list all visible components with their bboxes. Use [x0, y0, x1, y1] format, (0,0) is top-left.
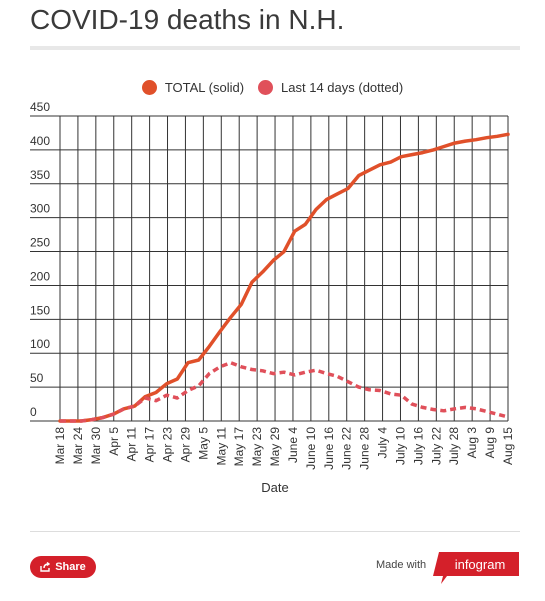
x-tick-label: June 16 — [322, 427, 336, 470]
x-tick-label: July 28 — [447, 427, 461, 465]
x-tick-label: May 5 — [196, 427, 210, 460]
x-tick-label: Aug 9 — [483, 427, 497, 459]
y-tick-label: 200 — [30, 269, 50, 283]
x-tick-label: June 22 — [340, 427, 354, 470]
x-tick-label: May 11 — [214, 427, 228, 466]
x-tick-label: July 4 — [376, 427, 390, 459]
legend-item-recent[interactable]: Last 14 days (dotted) — [258, 80, 403, 95]
y-tick-label: 450 — [30, 100, 50, 114]
x-tick-label: Mar 24 — [71, 427, 85, 465]
made-with-text: Made with — [376, 559, 427, 571]
y-tick-label: 0 — [30, 405, 37, 419]
x-tick-label: June 10 — [304, 427, 318, 470]
x-tick-label: June 4 — [286, 427, 300, 463]
x-tick-label: Mar 30 — [89, 427, 103, 465]
footer-divider — [30, 531, 520, 532]
y-tick-label: 100 — [30, 337, 50, 351]
x-tick-label: Mar 18 — [53, 427, 67, 465]
x-tick-label: Aug 15 — [501, 427, 515, 465]
share-label: Share — [55, 561, 86, 573]
title-divider — [30, 46, 520, 50]
y-tick-label: 300 — [30, 202, 50, 216]
x-axis-ticks: Mar 18 Mar 24 Mar 30 Apr 5 Apr 11 Apr 17 Apr 2… — [53, 427, 515, 470]
y-tick-label: 250 — [30, 236, 50, 250]
y-tick-label: 400 — [30, 134, 50, 148]
x-tick-label: June 28 — [358, 427, 372, 470]
brand-label: infogram — [455, 557, 506, 572]
legend-label-total: TOTAL (solid) — [164, 80, 245, 95]
x-tick-label: Apr 29 — [178, 427, 192, 463]
y-tick-label: 150 — [30, 303, 50, 317]
x-tick-label: Aug 3 — [465, 427, 479, 459]
legend-label-recent: Last 14 days (dotted) — [281, 80, 404, 95]
x-axis-label: Date — [261, 480, 288, 495]
y-tick-label: 50 — [30, 371, 44, 385]
x-tick-label: Apr 11 — [125, 427, 139, 462]
legend-item-total[interactable]: TOTAL (solid) — [141, 80, 245, 95]
x-tick-label: May 17 — [232, 427, 246, 467]
x-tick-label: July 16 — [411, 427, 425, 465]
infogram-logo[interactable]: infogram — [433, 552, 519, 584]
chart-grid — [30, 115, 509, 422]
chart-title: COVID-19 deaths in N.H. — [30, 4, 345, 35]
share-icon — [40, 562, 51, 572]
legend-swatch-recent — [258, 80, 274, 95]
series-line-recent[interactable] — [60, 360, 509, 423]
chart-series — [58, 132, 510, 423]
share-button[interactable]: Share — [30, 556, 96, 578]
x-tick-label: May 29 — [268, 427, 282, 467]
x-tick-label: Apr 17 — [143, 427, 157, 463]
chart-legend: TOTAL (solid) Last 14 days (dotted) — [0, 80, 545, 95]
x-tick-label: Apr 5 — [107, 427, 121, 456]
x-tick-label: July 22 — [429, 427, 443, 465]
x-tick-label: May 23 — [250, 427, 264, 467]
legend-swatch-total — [141, 80, 157, 95]
x-tick-label: Apr 23 — [161, 427, 175, 463]
series-line-total[interactable] — [58, 132, 510, 423]
y-axis-ticks: 0 50 100 150 200 250 300 350 400 450 — [30, 100, 50, 419]
y-tick-label: 350 — [30, 168, 50, 182]
x-tick-label: July 10 — [393, 427, 407, 465]
line-chart: 0 50 100 150 200 250 300 350 400 450 Mar 18 Mar 24… — [30, 100, 515, 495]
